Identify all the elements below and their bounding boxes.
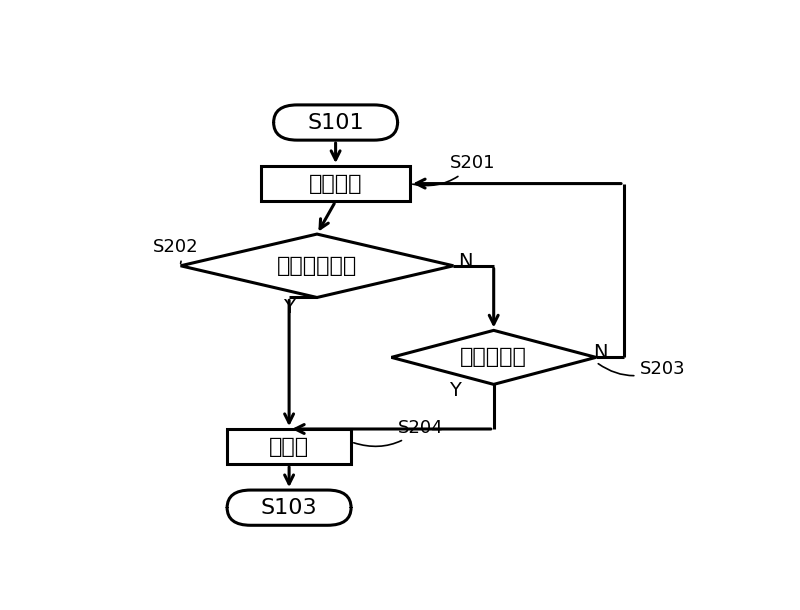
- Text: Y: Y: [450, 381, 461, 400]
- Text: S204: S204: [354, 418, 443, 447]
- Text: 关快门: 关快门: [269, 437, 309, 457]
- Text: Y: Y: [283, 298, 295, 317]
- Bar: [262, 166, 410, 201]
- Text: N: N: [593, 343, 607, 362]
- Text: 示波器触发？: 示波器触发？: [277, 256, 357, 276]
- Text: N: N: [458, 251, 473, 271]
- Text: 打开快门: 打开快门: [309, 174, 362, 193]
- FancyBboxPatch shape: [227, 490, 351, 525]
- Text: S101: S101: [307, 112, 364, 132]
- Polygon shape: [181, 234, 454, 298]
- Polygon shape: [391, 331, 596, 384]
- Text: S202: S202: [153, 238, 198, 264]
- Text: 剂量超限？: 剂量超限？: [460, 347, 527, 367]
- Text: S103: S103: [261, 498, 318, 518]
- Text: S201: S201: [413, 154, 496, 185]
- Text: S203: S203: [598, 360, 685, 378]
- FancyBboxPatch shape: [274, 105, 398, 140]
- Bar: [227, 429, 351, 464]
